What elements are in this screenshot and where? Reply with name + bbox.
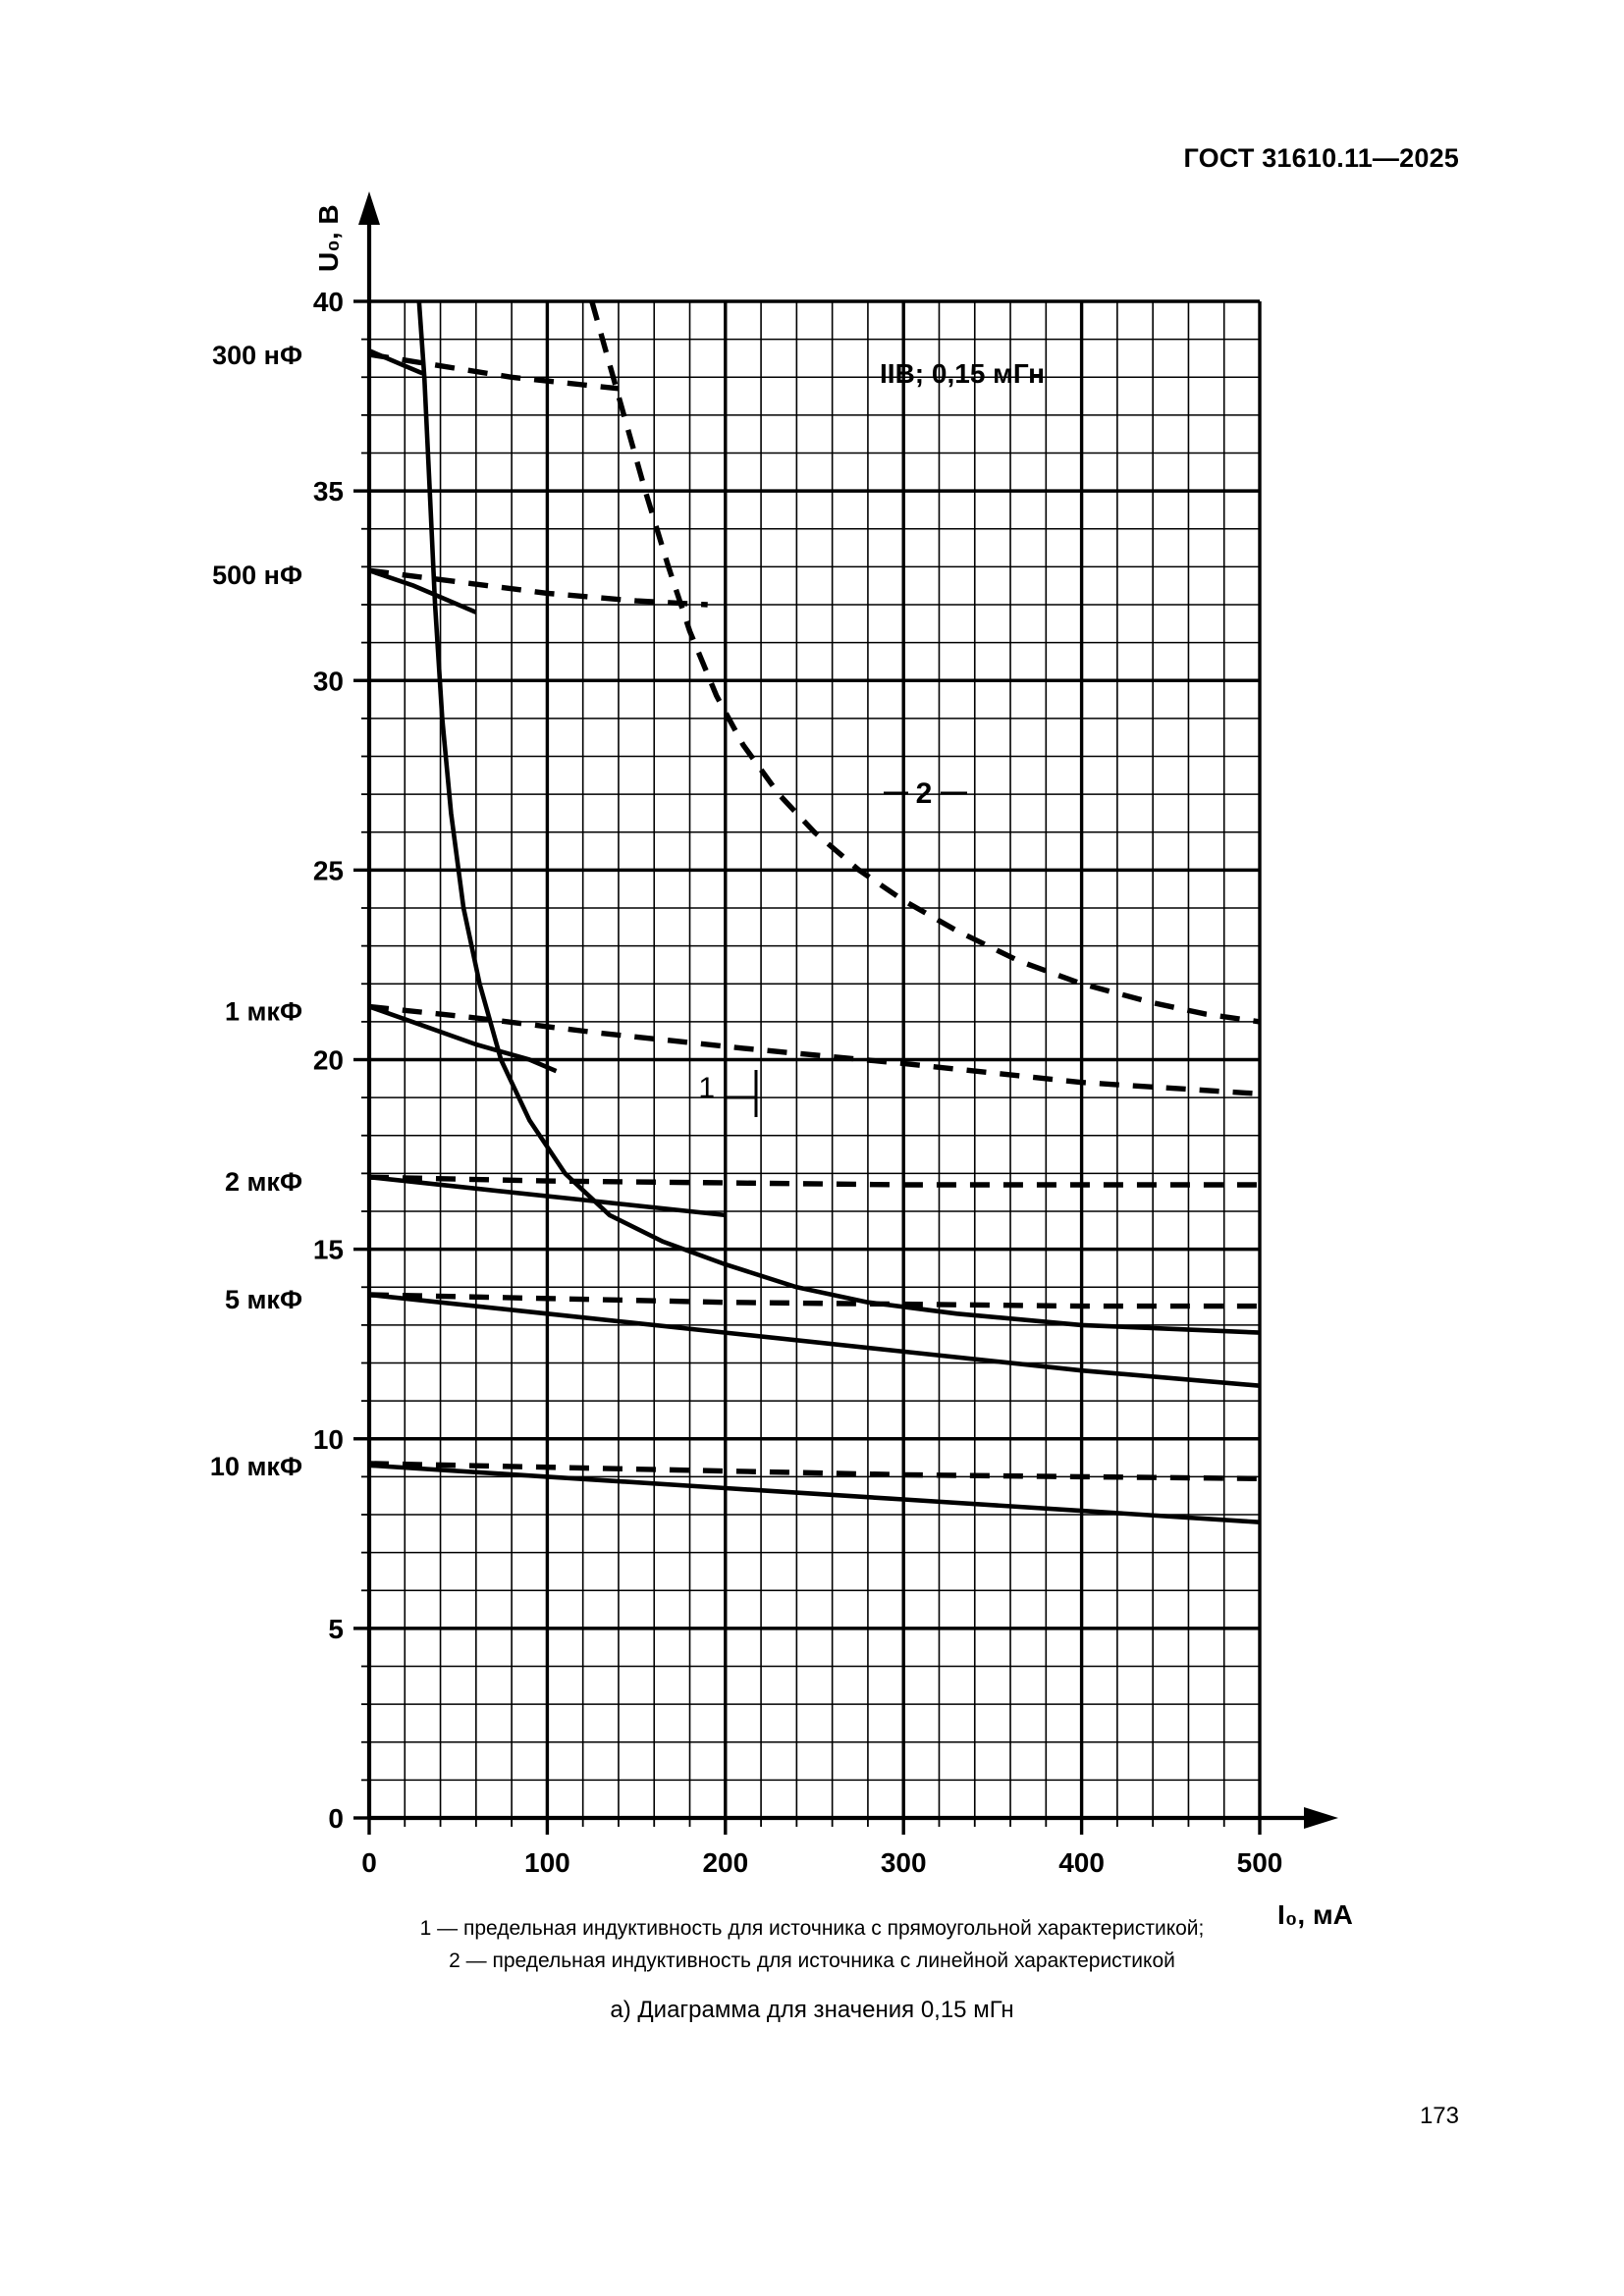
capacitance-label: 300 нФ <box>212 341 302 370</box>
y-tick-label: 5 <box>328 1614 344 1644</box>
capacitance-label: 10 мкФ <box>210 1452 302 1481</box>
chart-curve <box>416 300 1261 1335</box>
document-header-standard-number: ГОСТ 31610.11—2025 <box>1183 143 1459 173</box>
y-tick-label: 35 <box>313 476 344 507</box>
x-tick-label: 100 <box>524 1847 570 1878</box>
legend-line-2: 2 — предельная индуктивность для источни… <box>449 1949 1175 1972</box>
capacitance-label: 2 мкФ <box>225 1167 302 1197</box>
chart-curve <box>589 300 1261 1025</box>
y-tick-label: 30 <box>313 666 344 696</box>
y-axis-title: U₀, В <box>313 204 344 272</box>
x-tick-label: 0 <box>361 1847 377 1878</box>
x-tick-label: 200 <box>702 1847 748 1878</box>
chart-curve <box>368 1292 1260 1309</box>
legend-line-1: 1 — предельная индуктивность для источни… <box>419 1917 1205 1940</box>
capacitance-label: 1 мкФ <box>225 996 302 1026</box>
chart-curve <box>368 1174 1260 1188</box>
chart-curve <box>368 1004 558 1074</box>
y-tick-label: 0 <box>328 1803 344 1834</box>
chart-curve <box>368 568 477 614</box>
x-axis-arrowhead <box>1304 1807 1338 1829</box>
chart-curve <box>368 348 424 376</box>
figure-legend: 1 — предельная индуктивность для источни… <box>0 1912 1624 1977</box>
curve-label-1: 1 <box>698 1072 715 1104</box>
chart-curves <box>368 300 1261 1524</box>
chart-curve <box>368 1461 1261 1481</box>
chart-annotation-inductance: IIB; 0,15 мГн <box>880 358 1045 389</box>
x-tick-label: 300 <box>881 1847 927 1878</box>
chart-curve <box>368 351 620 392</box>
chart-curve <box>368 1003 1261 1096</box>
y-tick-label: 10 <box>313 1424 344 1455</box>
chart-axes <box>353 191 1338 1835</box>
y-tick-label: 25 <box>313 855 344 885</box>
y-axis-arrowhead <box>358 191 380 225</box>
capacitance-label: 5 мкФ <box>225 1285 302 1314</box>
figure-caption: а) Диаграмма для значения 0,15 мГн <box>610 1997 1014 2023</box>
x-axis-title: I₀, мА <box>1277 1899 1353 1930</box>
curve-label-2: 2 <box>916 777 933 810</box>
chart-curve <box>368 1174 727 1218</box>
y-tick-label: 15 <box>313 1235 344 1265</box>
page-number: 173 <box>1419 2103 1459 2129</box>
y-tick-label: 20 <box>313 1045 344 1076</box>
chart-curve <box>368 1463 1261 1524</box>
x-tick-label: 400 <box>1058 1847 1105 1878</box>
x-tick-label: 500 <box>1237 1847 1283 1878</box>
chart-curve <box>368 1292 1261 1388</box>
capacitance-label: 500 нФ <box>212 561 302 590</box>
chart-curve <box>368 567 708 608</box>
y-tick-label: 40 <box>313 287 344 317</box>
